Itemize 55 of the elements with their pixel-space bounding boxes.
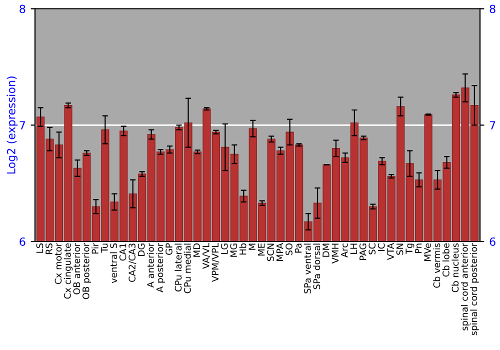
x-tick-label: A anterior bbox=[146, 242, 154, 288]
x-tick-label: MG bbox=[230, 244, 238, 257]
y-tick-label: 6 bbox=[20, 237, 26, 246]
y-tick-label: 8 bbox=[20, 4, 26, 14]
y-tick-label: 7 bbox=[20, 121, 26, 130]
x-tick-label: OB posterior bbox=[82, 242, 92, 300]
y2-tick-label: 8 bbox=[490, 4, 496, 14]
x-tick-label: LG bbox=[220, 244, 228, 254]
x-tick-label: SO bbox=[286, 243, 292, 256]
x-tick-label: LH bbox=[350, 244, 357, 254]
x-tick-label: SPa ventral bbox=[304, 244, 311, 294]
x-tick-label: Cb lobe bbox=[442, 243, 450, 277]
x-tick-label: Cb vermis bbox=[433, 243, 440, 288]
x-tick-label: CPu medial bbox=[184, 244, 191, 294]
x-tick-label: RS bbox=[46, 243, 52, 254]
x-tick-label: MD bbox=[193, 243, 200, 257]
x-tick-label: Pir bbox=[92, 242, 98, 254]
x-tick-label: OB anterior bbox=[73, 242, 80, 294]
x-tick-label: Arc bbox=[341, 243, 348, 258]
x-tick-label: Tg bbox=[406, 244, 414, 254]
x-tick-label: VTA bbox=[387, 242, 394, 260]
x-tick-label: LS bbox=[36, 243, 44, 253]
x-tick-label: spinal cord anterior bbox=[460, 242, 470, 330]
x-tick-label: Cx motor bbox=[54, 242, 62, 284]
x-tick-label: PAG bbox=[359, 244, 366, 260]
x-tick-label: spinal cord posterior bbox=[470, 242, 479, 336]
x-tick-label: GP bbox=[166, 243, 172, 255]
x-tick-label: MPA bbox=[276, 242, 284, 261]
x-tick-label: SN bbox=[396, 244, 404, 255]
x-tick-label: Pa bbox=[294, 244, 302, 253]
x-tick-label: Cb nucleus bbox=[452, 243, 459, 292]
x-tick-label: M bbox=[248, 244, 256, 250]
x-tick-label: Hb bbox=[239, 243, 246, 255]
x-tick-label: SCN bbox=[267, 244, 274, 262]
x-tick-label: ventral S bbox=[110, 243, 118, 284]
x-tick-label: CA2/CA3 bbox=[128, 244, 136, 282]
y2-tick-label: 7 bbox=[490, 121, 496, 130]
x-tick-label: VMH bbox=[332, 244, 338, 264]
x-tick-label: ME bbox=[258, 243, 265, 256]
x-tick-label: MVe bbox=[424, 243, 431, 261]
x-tick-label: SPa dorsal bbox=[313, 244, 320, 290]
x-tick-label: Cx cingulate bbox=[64, 243, 73, 299]
x-tick-label: DM bbox=[322, 244, 330, 257]
y2-tick-label: 6 bbox=[490, 237, 496, 246]
x-tick-label: VA/VL bbox=[202, 242, 210, 269]
x-tick-label: CA1 bbox=[119, 244, 126, 261]
x-tick-label: IC bbox=[378, 243, 385, 251]
x-tick-label: DG bbox=[138, 244, 145, 256]
y-axis-title: Log2 (expression) bbox=[6, 76, 18, 174]
x-tick-label: VPM/VPL bbox=[212, 242, 220, 282]
x-tick-label: CPu lateral bbox=[174, 244, 182, 292]
x-tick-label: A posterior bbox=[156, 242, 165, 292]
x-tick-label: SC bbox=[368, 243, 376, 254]
x-tick-label: Pn bbox=[414, 244, 422, 254]
x-tick-label: Tu bbox=[101, 244, 108, 253]
